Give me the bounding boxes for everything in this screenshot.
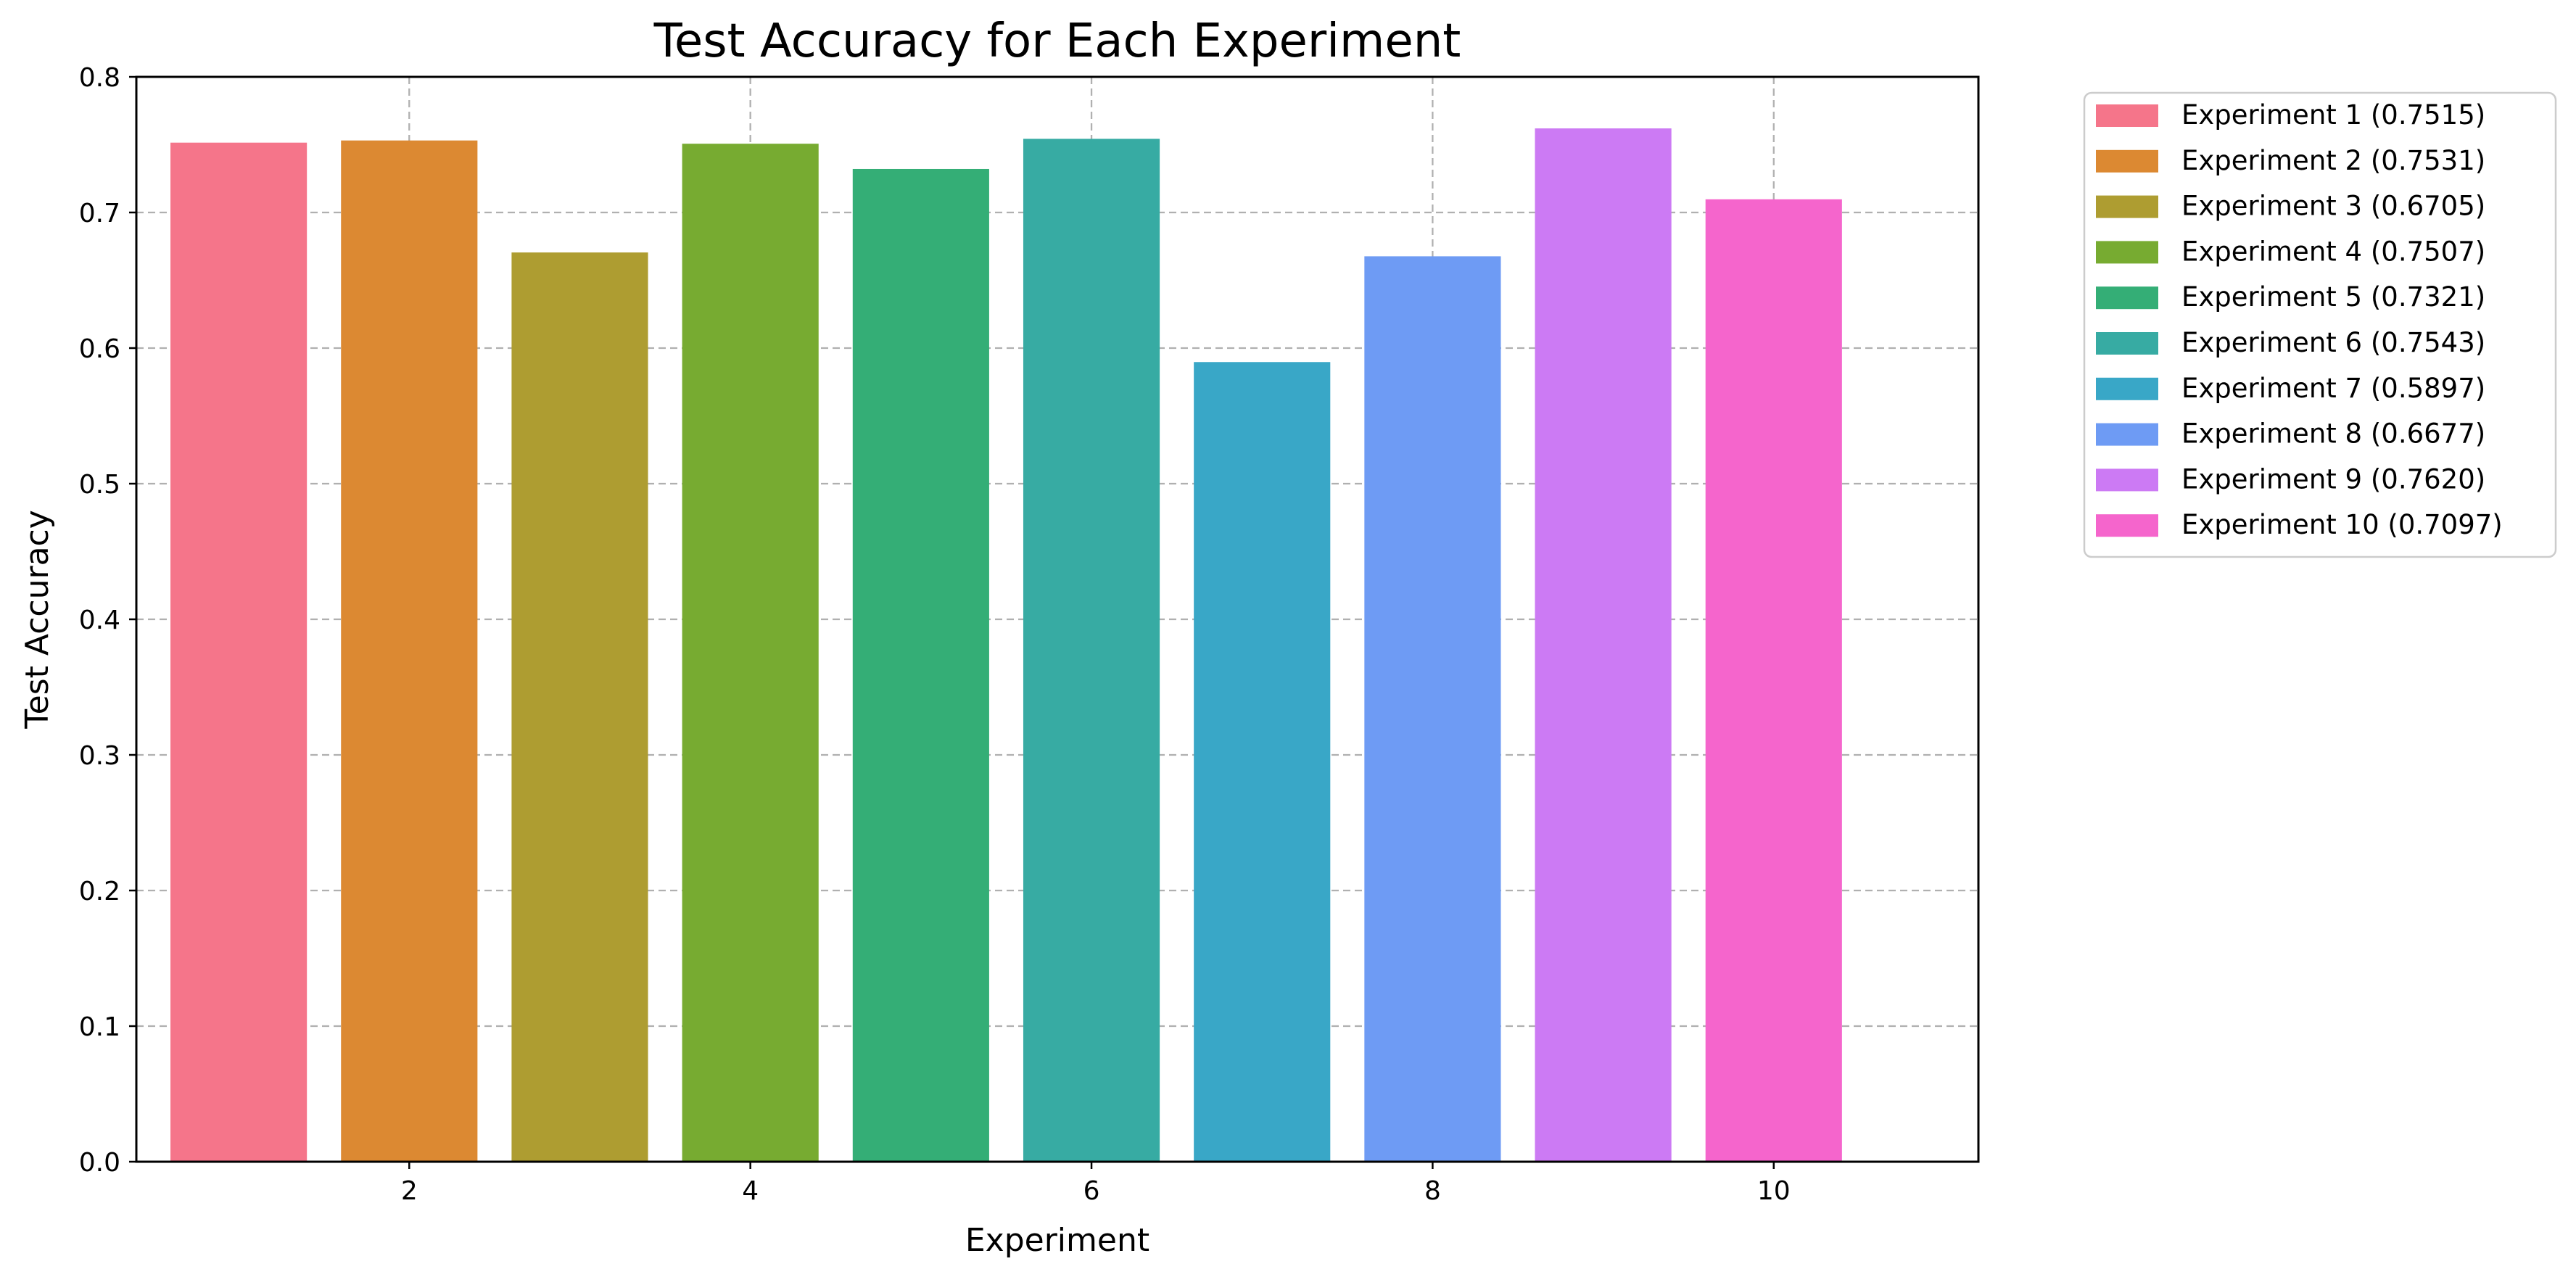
y-tick-label: 0.7 xyxy=(79,199,120,228)
y-tick-label: 0.4 xyxy=(79,606,120,635)
legend-swatch xyxy=(2096,514,2158,537)
legend: Experiment 1 (0.7515) Experiment 2 (0.753… xyxy=(2083,91,2557,558)
legend-swatch xyxy=(2096,104,2158,127)
legend-swatch xyxy=(2096,286,2158,310)
bar-experiment-2 xyxy=(341,140,478,1162)
y-tick-label: 0.1 xyxy=(79,1012,120,1042)
legend-label: Experiment 2 (0.7531) xyxy=(2181,145,2485,176)
x-tick-label: 4 xyxy=(742,1176,759,1206)
x-tick-label: 10 xyxy=(1757,1176,1791,1206)
legend-label: Experiment 1 (0.7515) xyxy=(2181,99,2485,131)
legend-label: Experiment 9 (0.7620) xyxy=(2181,463,2485,495)
legend-swatch xyxy=(2096,241,2158,264)
y-tick-label: 0.6 xyxy=(79,334,120,364)
bar-experiment-3 xyxy=(511,252,648,1162)
legend-label: Experiment 8 (0.6677) xyxy=(2181,418,2485,450)
legend-label: Experiment 4 (0.7507) xyxy=(2181,236,2485,267)
x-tick-label: 2 xyxy=(401,1176,418,1206)
legend-label: Experiment 10 (0.7097) xyxy=(2181,509,2503,540)
legend-swatch xyxy=(2096,423,2158,446)
legend-label: Experiment 3 (0.6705) xyxy=(2181,191,2485,222)
legend-swatch xyxy=(2096,149,2158,173)
bar-experiment-5 xyxy=(852,168,989,1162)
y-tick-label: 0.3 xyxy=(79,741,120,771)
legend-label: Experiment 7 (0.5897) xyxy=(2181,373,2485,404)
legend-label: Experiment 5 (0.7321) xyxy=(2181,281,2485,313)
chart-title: Test Accuracy for Each Experiment xyxy=(653,15,1461,68)
bar-experiment-6 xyxy=(1023,139,1160,1162)
x-axis-label: Experiment xyxy=(965,1222,1149,1259)
ticks-layer: 0.0 0.1 0.2 0.3 0.4 0.5 0.6 0.7 0.8 2 4 6 8 10 xyxy=(79,63,1791,1206)
bar-experiment-10 xyxy=(1705,199,1842,1162)
legend-box xyxy=(2083,91,2557,558)
x-tick-label: 8 xyxy=(1424,1176,1441,1206)
bar-experiment-7 xyxy=(1194,362,1331,1162)
bar-experiment-1 xyxy=(170,142,307,1162)
legend-swatch xyxy=(2096,468,2158,492)
bar-experiment-9 xyxy=(1535,128,1672,1162)
y-tick-label: 0.2 xyxy=(79,877,120,906)
y-tick-label: 0.5 xyxy=(79,470,120,500)
bars-layer xyxy=(170,128,1842,1162)
legend-swatch xyxy=(2096,377,2158,400)
legend-swatch xyxy=(2096,332,2158,355)
bar-experiment-4 xyxy=(682,144,819,1162)
y-tick-label: 0.0 xyxy=(79,1148,120,1178)
legend-swatch xyxy=(2096,195,2158,218)
legend-label: Experiment 6 (0.7543) xyxy=(2181,327,2485,358)
x-tick-label: 6 xyxy=(1083,1176,1100,1206)
y-axis-label: Test Accuracy xyxy=(19,510,56,730)
bar-experiment-8 xyxy=(1364,256,1501,1162)
y-tick-label: 0.8 xyxy=(79,63,120,93)
